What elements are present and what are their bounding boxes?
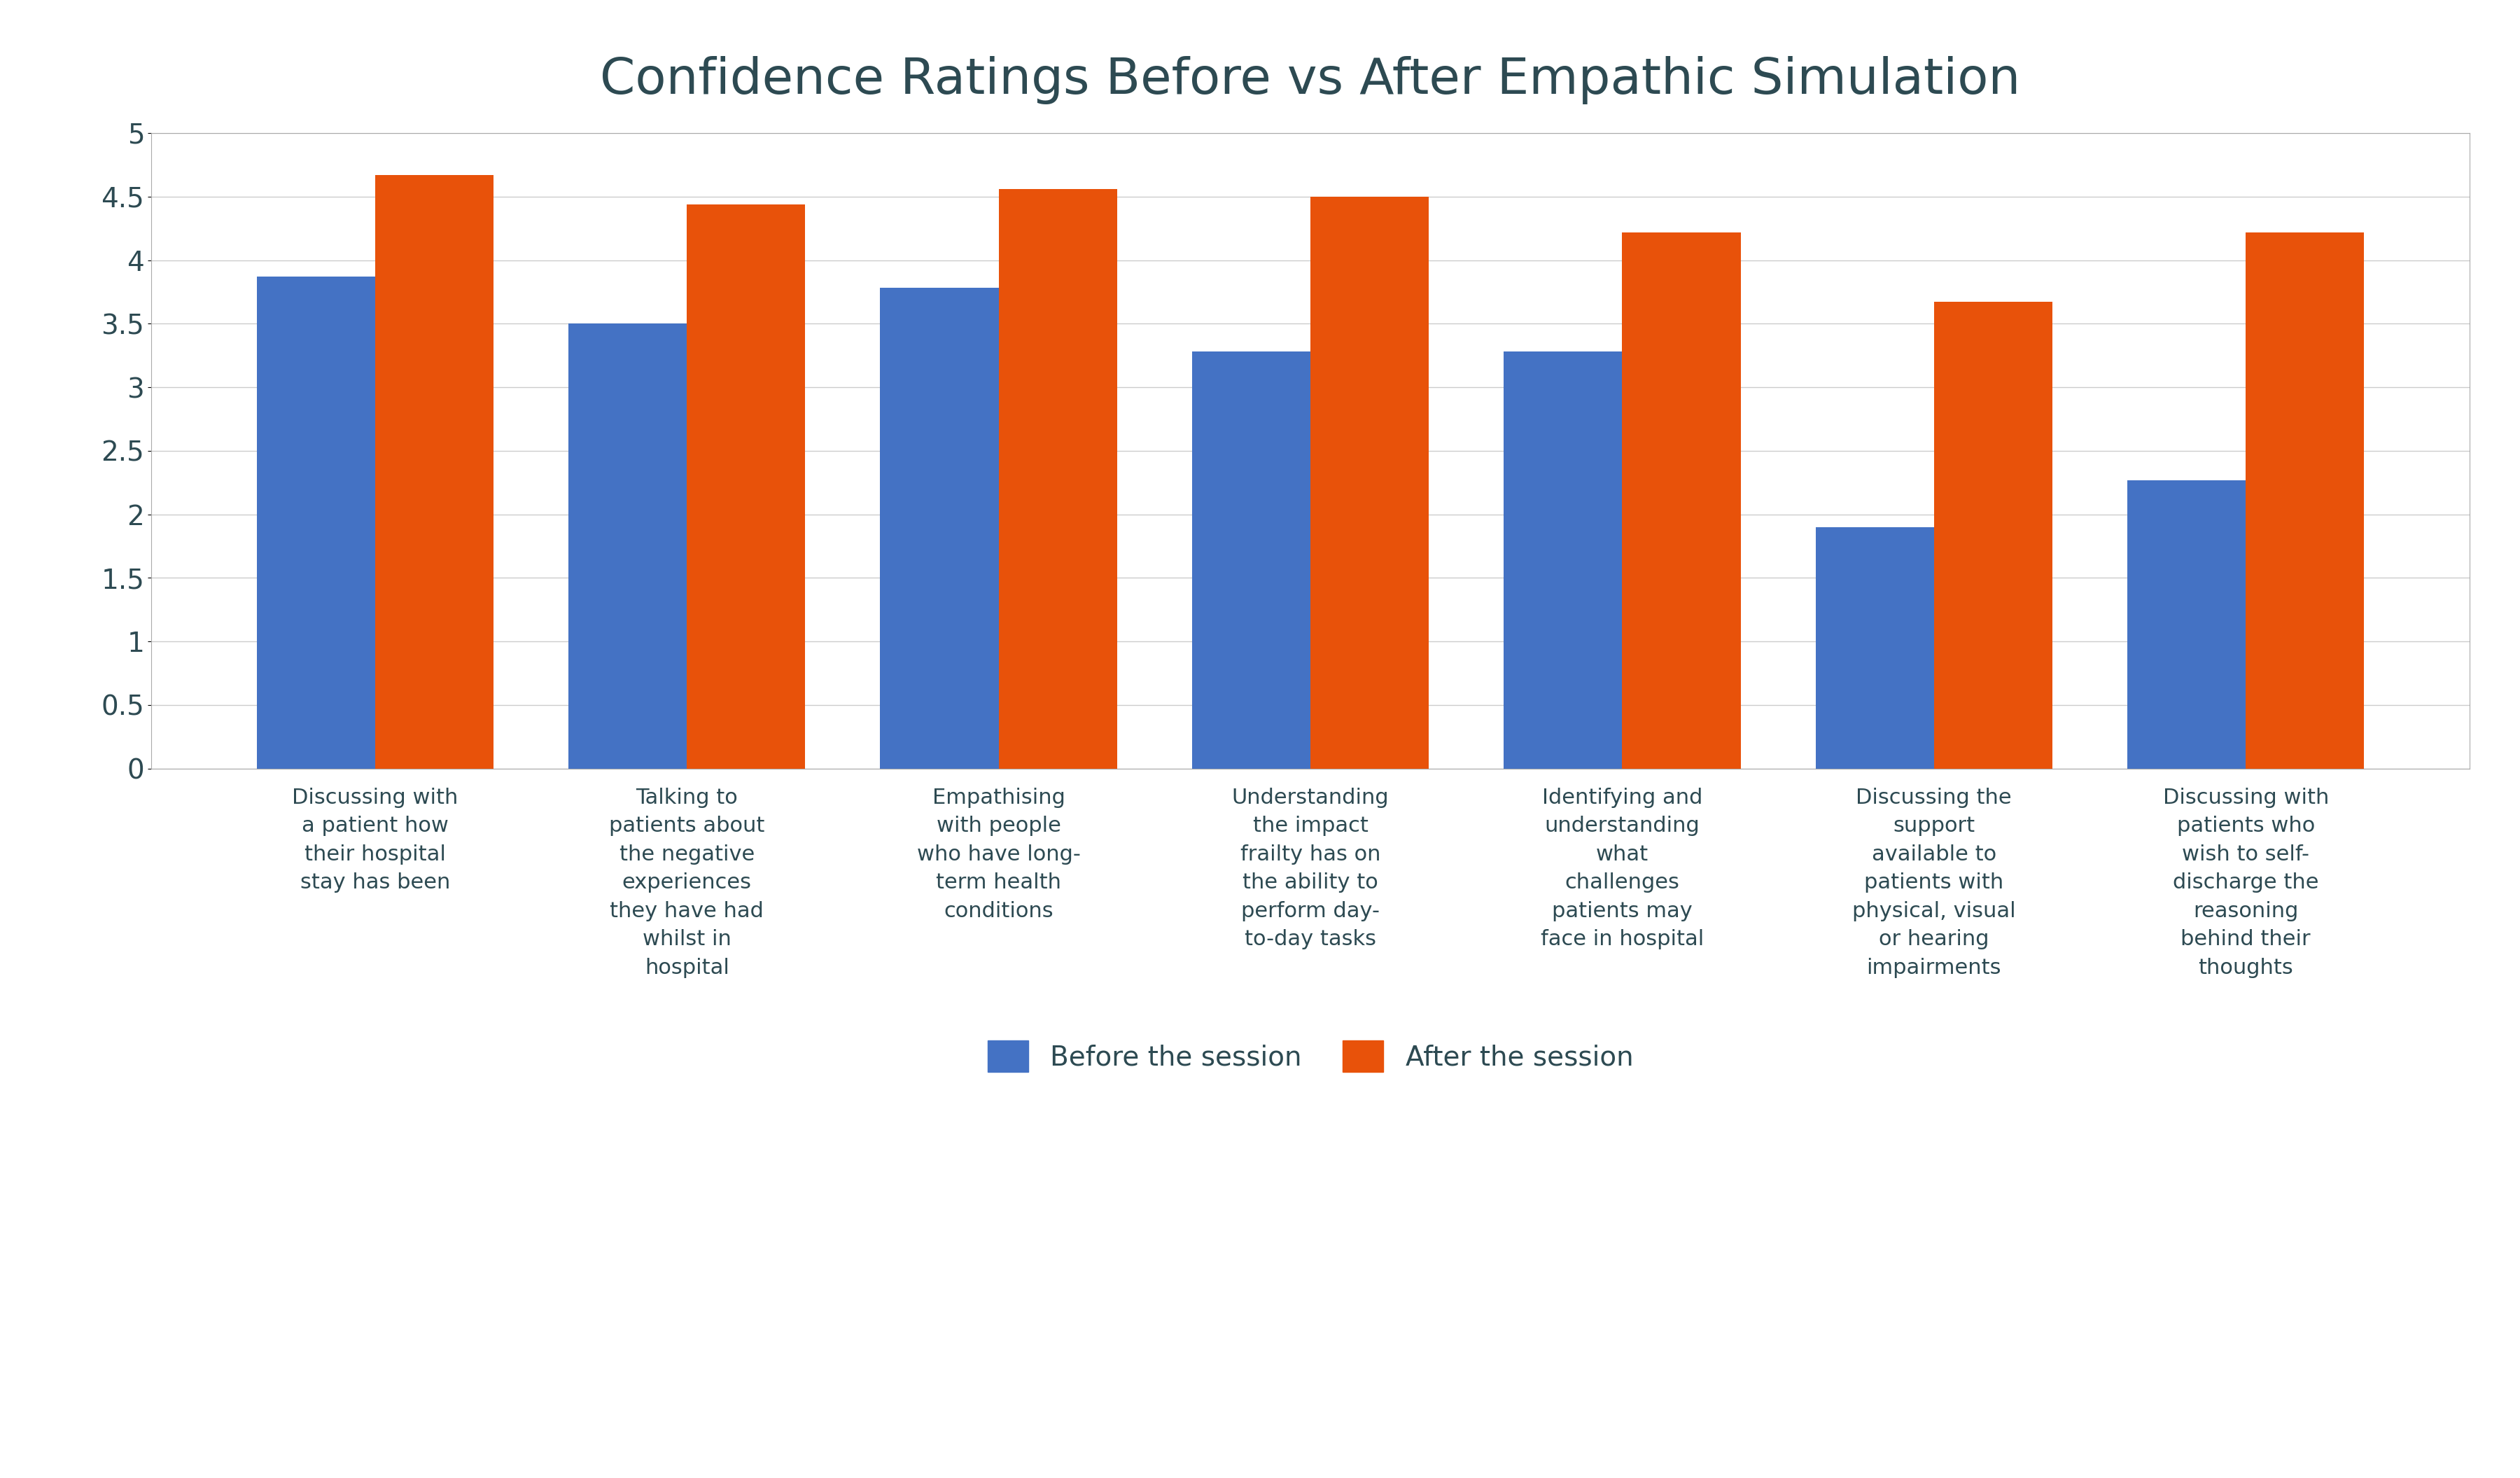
- Title: Confidence Ratings Before vs After Empathic Simulation: Confidence Ratings Before vs After Empat…: [600, 56, 2021, 105]
- Bar: [2245, 232, 2364, 769]
- Bar: [1310, 197, 1429, 769]
- Bar: [998, 189, 1116, 769]
- Text: Talking to
patients about
the negative
experiences
they have had
whilst in
hospi: Talking to patients about the negative e…: [610, 788, 764, 978]
- Bar: [1623, 232, 1741, 769]
- Bar: [879, 288, 998, 769]
- Text: Empathising
with people
who have long-
term health
conditions: Empathising with people who have long- t…: [917, 788, 1081, 921]
- Text: Understanding
the impact
frailty has on
the ability to
perform day-
to-day tasks: Understanding the impact frailty has on …: [1232, 788, 1389, 950]
- Bar: [1933, 302, 2051, 769]
- Bar: [1192, 352, 1310, 769]
- Bar: [2127, 480, 2245, 769]
- Text: Discussing with
patients who
wish to self-
discharge the
reasoning
behind their
: Discussing with patients who wish to sel…: [2162, 788, 2328, 978]
- Text: Discussing with
a patient how
their hospital
stay has been: Discussing with a patient how their hosp…: [292, 788, 459, 893]
- Bar: [1814, 528, 1933, 769]
- Text: Discussing the
support
available to
patients with
physical, visual
or hearing
im: Discussing the support available to pati…: [1852, 788, 2016, 978]
- Bar: [257, 276, 375, 769]
- Bar: [688, 204, 806, 769]
- Text: Identifying and
understanding
what
challenges
patients may
face in hospital: Identifying and understanding what chall…: [1540, 788, 1704, 950]
- Bar: [375, 174, 494, 769]
- Bar: [1504, 352, 1623, 769]
- Legend: Before the session, After the session: Before the session, After the session: [973, 1027, 1648, 1085]
- Bar: [570, 324, 688, 769]
